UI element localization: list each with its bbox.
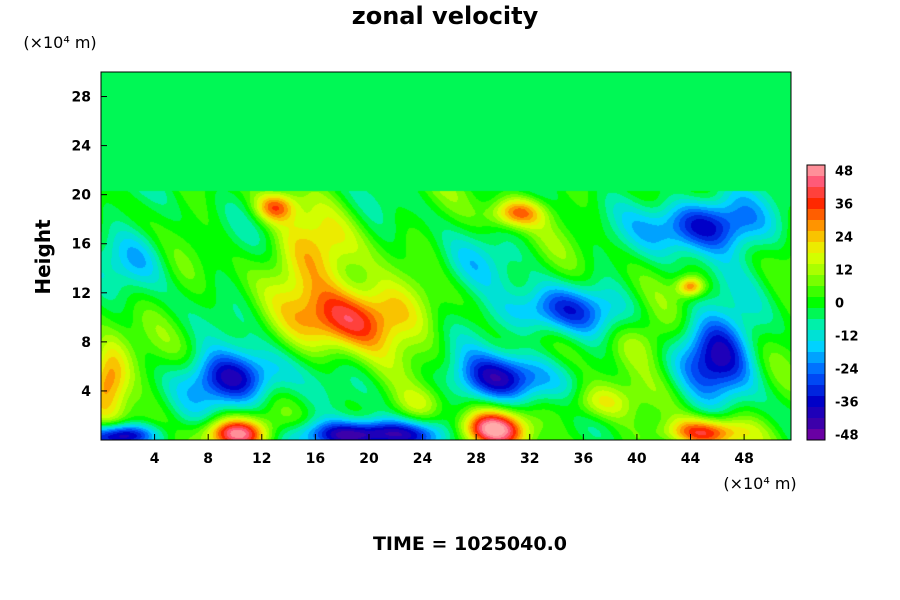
- colorbar: 48 36 24 12 0 -12 -24 -36 -48: [806, 164, 859, 444]
- colorbar-tick-label: -48: [835, 429, 859, 444]
- colorbar-segment: [807, 407, 825, 419]
- chart-title: zonal velocity: [352, 2, 539, 30]
- x-tick-label: 4: [150, 451, 160, 467]
- colorbar-segment: [807, 209, 825, 221]
- colorbar-tick-label: -24: [835, 363, 859, 378]
- colorbar-segment: [807, 308, 825, 320]
- y-tick-label: 16: [72, 237, 91, 253]
- y-tick-label: 20: [72, 188, 92, 204]
- colorbar-segment: [807, 319, 825, 331]
- y-tick-label: 8: [81, 335, 91, 351]
- colorbar-segment: [807, 275, 825, 287]
- x-tick-label: 44: [681, 451, 701, 467]
- colorbar-segment: [807, 187, 825, 199]
- y-tick-label: 28: [72, 90, 91, 106]
- colorbar-segment: [807, 231, 825, 243]
- x-tick-label: 28: [466, 451, 485, 467]
- x-tick-group: 4 8 12 16 20 24 28 32 36 40 44 48: [150, 434, 754, 467]
- x-tick-label: 32: [520, 451, 539, 467]
- x-tick-label: 40: [627, 451, 647, 467]
- y-tick-group: 4 8 12 16 20 24 28: [72, 90, 107, 400]
- colorbar-segment: [807, 286, 825, 298]
- colorbar-tick-label: 24: [835, 231, 853, 246]
- colorbar-segment: [807, 330, 825, 342]
- colorbar-segment: [807, 198, 825, 210]
- colorbar-segment: [807, 242, 825, 254]
- x-axis-unit: (×10⁴ m): [723, 474, 796, 493]
- colorbar-segment: [807, 363, 825, 375]
- colorbar-segment: [807, 396, 825, 408]
- colorbar-tick-label: 48: [835, 165, 853, 180]
- x-tick-label: 12: [252, 451, 271, 467]
- heatmap-field: [101, 72, 791, 440]
- colorbar-segment: [807, 374, 825, 386]
- time-label: TIME = 1025040.0: [373, 533, 567, 555]
- colorbar-segment: [807, 385, 825, 397]
- x-tick-label: 16: [306, 451, 325, 467]
- y-tick-label: 24: [72, 139, 92, 155]
- x-tick-label: 20: [359, 451, 379, 467]
- plot-frame: [100, 71, 792, 441]
- colorbar-segment: [807, 352, 825, 364]
- colorbar-tick-label: 12: [835, 264, 853, 279]
- x-tick-label: 8: [203, 451, 213, 467]
- colorbar-segment: [807, 429, 825, 441]
- colorbar-segment: [807, 341, 825, 353]
- colorbar-segment: [807, 297, 825, 309]
- colorbar-tick-label: -12: [835, 330, 859, 345]
- y-axis-label: Height: [31, 219, 55, 295]
- colorbar-segment: [807, 253, 825, 265]
- colorbar-segment: [807, 264, 825, 276]
- colorbar-tick-label: -36: [835, 396, 859, 411]
- colorbar-segment: [807, 165, 825, 177]
- y-axis-unit: (×10⁴ m): [23, 33, 96, 52]
- y-tick-label: 12: [72, 286, 91, 302]
- y-tick-label: 4: [81, 384, 91, 400]
- colorbar-tick-label: 36: [835, 198, 853, 213]
- x-tick-label: 48: [734, 451, 753, 467]
- x-tick-label: 24: [413, 451, 433, 467]
- x-tick-label: 36: [574, 451, 593, 467]
- colorbar-segment: [807, 176, 825, 188]
- colorbar-frame: [806, 164, 826, 441]
- colorbar-segment: [807, 220, 825, 232]
- colorbar-segment: [807, 418, 825, 430]
- colorbar-tick-label: 0: [835, 297, 844, 312]
